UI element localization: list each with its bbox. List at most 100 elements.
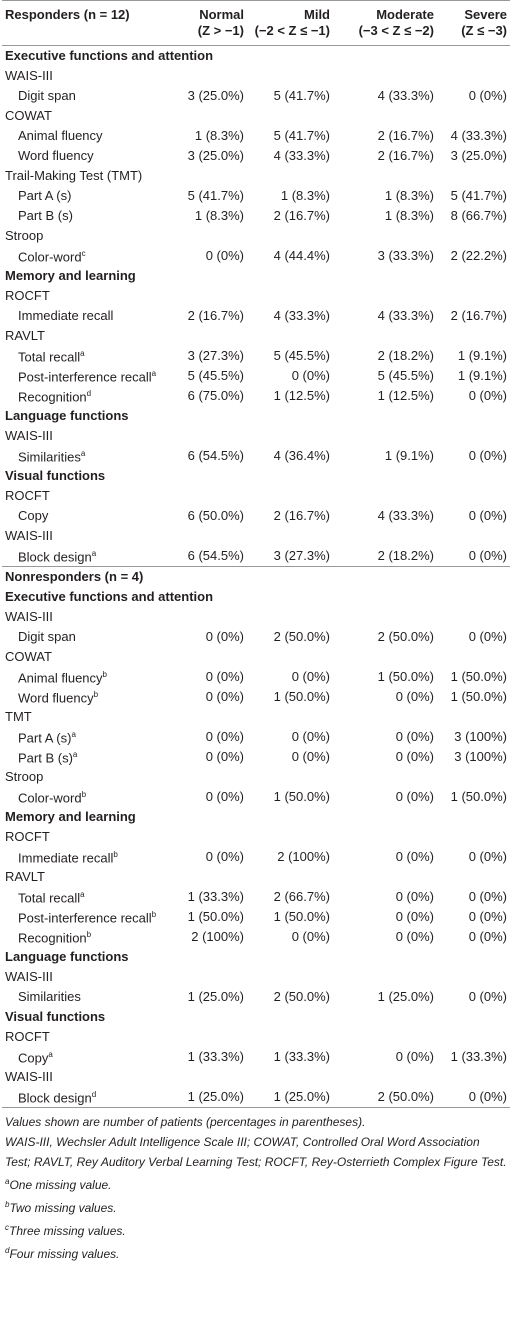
row-label: Color-wordc	[2, 246, 162, 266]
group-label: TMT	[5, 709, 32, 724]
header-row: Responders (n = 12) Normal (Z > −1) Mild (−…	[2, 0, 510, 46]
label-text: Part B (s)	[18, 208, 73, 223]
value-cell: 1 (50.0%)	[273, 909, 330, 924]
value-cell: 0 (0%)	[205, 689, 244, 704]
section-label: Memory and learning	[5, 809, 136, 824]
value-cell: 0 (0%)	[468, 929, 507, 944]
row: Immediate recall 2 (16.7%) 4 (33.3%) 4 (33.…	[2, 306, 510, 326]
footnote-mark: b	[93, 690, 99, 700]
group-label: COWAT	[5, 108, 52, 123]
value-cell: 1 (33.3%)	[187, 1049, 244, 1064]
row: Color-wordb 0 (0%) 1 (50.0%) 0 (0%) 1 (50.0%…	[2, 787, 510, 807]
column-header-line: (−3 < Z ≤ −2)	[358, 23, 434, 38]
value-cell: 0 (0%)	[395, 849, 434, 864]
footnote-mark: b	[151, 910, 157, 920]
label-text: Color-word	[18, 790, 82, 806]
value-cell: 8 (66.7%)	[450, 208, 507, 223]
value-cell: 1 (9.1%)	[457, 368, 507, 383]
column-header-line: (−2 < Z ≤ −1)	[254, 23, 330, 38]
row: Digit span 3 (25.0%) 5 (41.7%) 4 (33.3%) 0 (…	[2, 86, 510, 106]
value-cell: 0 (0%)	[395, 689, 434, 704]
row-label: Digit span	[2, 627, 162, 647]
value-cell: 0 (0%)	[205, 729, 244, 744]
value-cell: 5 (41.7%)	[187, 188, 244, 203]
value-cell: 0 (0%)	[468, 508, 507, 523]
section-label: Visual functions	[5, 1009, 106, 1024]
row-label: Part B (s)a	[2, 747, 162, 767]
value-cell: 3 (33.3%)	[377, 248, 434, 263]
row-label: Animal fluency	[2, 126, 162, 146]
footnote-text: One missing value.	[9, 1178, 112, 1192]
row: Stroop	[2, 767, 510, 787]
column-header: Mild (−2 < Z ≤ −1)	[247, 1, 333, 46]
column-header-line: (Z > −1)	[197, 23, 244, 38]
row-label: Animal fluencyb	[2, 667, 162, 687]
value-cell: 1 (50.0%)	[273, 689, 330, 704]
value-cell: 0 (0%)	[468, 989, 507, 1004]
value-cell: 2 (18.2%)	[377, 548, 434, 563]
value-cell: 2 (16.7%)	[273, 208, 330, 223]
value-cell: 0 (0%)	[395, 909, 434, 924]
row-label: Copya	[2, 1047, 162, 1067]
column-header: Severe (Z ≤ −3)	[437, 1, 510, 46]
row: Trail-Making Test (TMT)	[2, 166, 510, 186]
footnote: bTwo missing values.	[5, 1195, 507, 1218]
value-cell: 3 (25.0%)	[187, 88, 244, 103]
value-cell: 2 (16.7%)	[187, 308, 244, 323]
footnote-mark: a	[72, 750, 78, 760]
row: Word fluency 3 (25.0%) 4 (33.3%) 2 (16.7%) 3…	[2, 146, 510, 166]
footnote-text: Three missing values.	[9, 1224, 126, 1238]
group-label: WAIS-III	[5, 609, 53, 624]
row: Total recalla 1 (33.3%) 2 (66.7%) 0 (0%) 0 (…	[2, 887, 510, 907]
footnote-mark: a	[91, 549, 97, 559]
row: WAIS-III	[2, 426, 510, 446]
row: WAIS-III	[2, 967, 510, 987]
value-cell: 3 (27.3%)	[273, 548, 330, 563]
column-header: Moderate (−3 < Z ≤ −2)	[333, 1, 437, 46]
label-text: Part A (s)	[18, 730, 72, 746]
value-cell: 2 (22.2%)	[450, 248, 507, 263]
footnote-mark: b	[5, 1200, 10, 1209]
group-label: Stroop	[5, 769, 44, 784]
value-cell: 1 (33.3%)	[450, 1049, 507, 1064]
row: Memory and learning	[2, 266, 510, 286]
value-cell: 0 (0%)	[468, 548, 507, 563]
row-label: Block designa	[2, 546, 162, 567]
column-header-line: Moderate	[376, 7, 434, 22]
label-text: Similarities	[18, 989, 81, 1004]
value-cell: 1 (12.5%)	[377, 388, 434, 403]
label-text: Post-interference recall	[18, 910, 152, 926]
row: Total recalla 3 (27.3%) 5 (45.5%) 2 (18.2%)…	[2, 346, 510, 366]
value-cell: 4 (33.3%)	[450, 128, 507, 143]
row-label: Color-wordb	[2, 787, 162, 807]
footnote-mark: a	[5, 1177, 10, 1186]
value-cell: 3 (27.3%)	[187, 348, 244, 363]
value-cell: 2 (18.2%)	[377, 348, 434, 363]
row: Similaritiesa 6 (54.5%) 4 (36.4%) 1 (9.1%) 0…	[2, 446, 510, 466]
footnote-mark: b	[113, 850, 118, 860]
row: Language functions	[2, 947, 510, 967]
footnote: aOne missing value.	[5, 1172, 507, 1195]
label-text: Word fluency	[18, 148, 94, 163]
value-cell: 5 (41.7%)	[273, 128, 330, 143]
value-cell: 1 (50.0%)	[187, 909, 244, 924]
row: Executive functions and attention	[2, 46, 510, 67]
column-header-line: (Z ≤ −3)	[461, 23, 507, 38]
row: Copy 6 (50.0%) 2 (16.7%) 4 (33.3%) 0 (0%)	[2, 506, 510, 526]
value-cell: 0 (0%)	[395, 729, 434, 744]
row-label: Post-interference recalla	[2, 366, 162, 386]
row-label: Recognitionb	[2, 927, 162, 947]
value-cell: 0 (0%)	[395, 789, 434, 804]
value-cell: 1 (25.0%)	[162, 1087, 247, 1108]
value-cell: 0 (0%)	[291, 669, 330, 684]
value-cell: 1 (8.3%)	[280, 188, 330, 203]
value-cell: 2 (16.7%)	[377, 148, 434, 163]
label-text: Digit span	[18, 88, 76, 103]
value-cell: 3 (25.0%)	[450, 148, 507, 163]
row: Recognitiond 6 (75.0%) 1 (12.5%) 1 (12.5%) 0…	[2, 386, 510, 406]
label-text: Color-word	[18, 249, 82, 265]
footnote-mark: d	[86, 389, 92, 399]
value-cell: 1 (50.0%)	[450, 689, 507, 704]
value-cell: 1 (8.3%)	[384, 188, 434, 203]
value-cell: 2 (50.0%)	[333, 1087, 437, 1108]
